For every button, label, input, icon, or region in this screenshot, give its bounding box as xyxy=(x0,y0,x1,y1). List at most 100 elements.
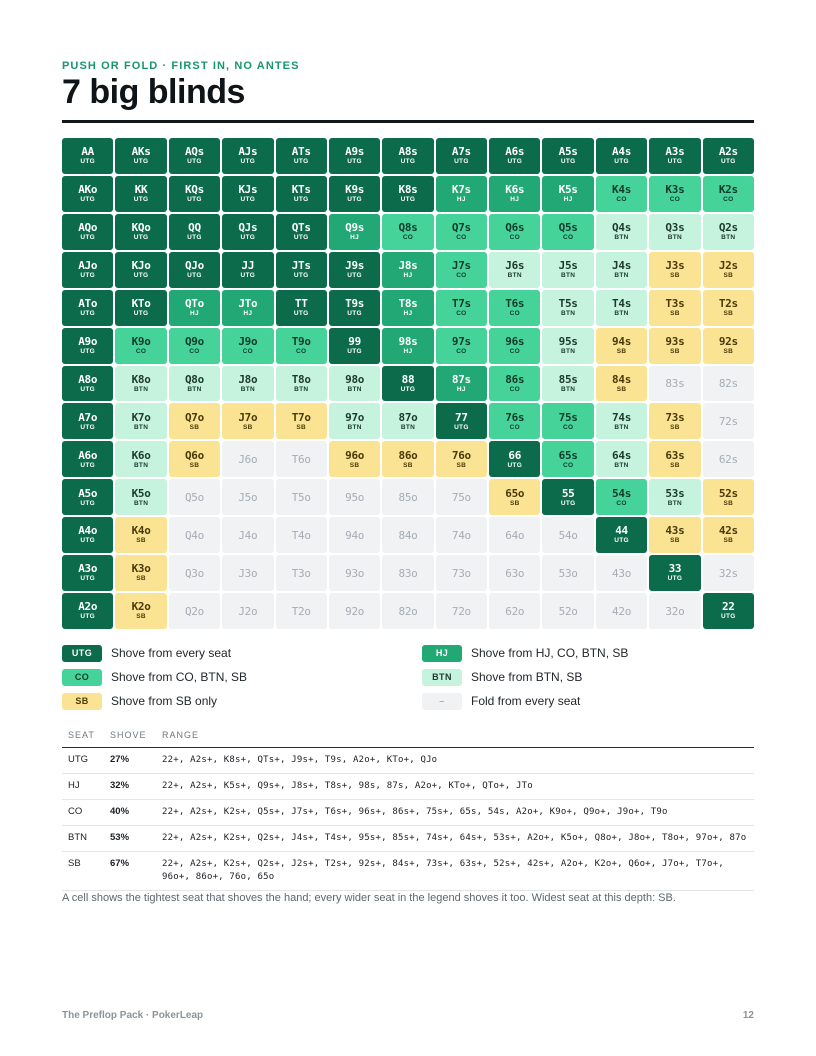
hand-label: 52s xyxy=(718,486,738,500)
hand-label: K9s xyxy=(345,183,365,197)
hand-cell: T9s UTG xyxy=(328,289,381,326)
seat-label: CO xyxy=(456,271,467,279)
hand-label: AKs xyxy=(131,145,151,159)
hand-cell: K8o BTN xyxy=(115,365,167,402)
hand-cell: A3o UTG xyxy=(62,555,114,592)
seat-label: UTG xyxy=(560,158,576,166)
hand-cell: QJo UTG xyxy=(168,251,221,288)
hand-label: 98o xyxy=(345,372,365,386)
legend-label-utg: Shove from every seat xyxy=(111,646,232,660)
hand-cell: J4s BTN xyxy=(595,251,648,288)
hand-label: A7s xyxy=(451,145,471,159)
hand-label: 65o xyxy=(505,486,525,500)
hand-label: A6s xyxy=(505,145,525,159)
hand-cell: KTo UTG xyxy=(115,289,167,326)
hand-cell: J3o xyxy=(222,555,274,592)
hand-label: 44 xyxy=(615,524,628,538)
row-seat: UTG xyxy=(62,747,104,775)
hand-cell: 98s HJ xyxy=(382,327,434,364)
hand-label: K6o xyxy=(131,448,151,462)
hand-label: 94o xyxy=(345,528,365,542)
hand-cell: AKo UTG xyxy=(62,175,114,212)
hand-label: 64s xyxy=(612,448,632,462)
hand-label: 72s xyxy=(718,414,738,428)
hand-cell: J6o xyxy=(222,441,274,478)
row-range: 22+, A2s+, K2s+, Q5s+, J7s+, T6s+, 96s+,… xyxy=(156,799,754,827)
hand-label: Q5o xyxy=(184,490,204,504)
seat-label: SB xyxy=(136,613,146,621)
hand-cell: 54s CO xyxy=(595,479,648,516)
footnote: A cell shows the tightest seat that shov… xyxy=(62,892,676,904)
hand-label: KJs xyxy=(238,183,258,197)
table-row: UTG 27% 22+, A2s+, K8s+, QTs+, J9s+, T9s… xyxy=(62,747,754,775)
hand-cell: T9o CO xyxy=(275,327,327,364)
hand-label: 99 xyxy=(348,334,361,348)
hand-cell: 63o xyxy=(489,555,541,592)
seat-label: UTG xyxy=(187,271,202,279)
hand-label: 83o xyxy=(398,566,418,580)
hand-cell: T3o xyxy=(275,555,327,592)
hand-cell: 53o xyxy=(542,555,594,592)
hand-cell: AQs UTG xyxy=(168,138,221,174)
seat-label: BTN xyxy=(133,461,149,469)
hand-cell: Q2s BTN xyxy=(702,213,754,250)
hand-label: 54o xyxy=(558,528,578,542)
hand-label: K2o xyxy=(131,600,151,614)
hand-cell: 64s BTN xyxy=(595,441,648,478)
row-seat: CO xyxy=(62,799,104,827)
hand-label: A8s xyxy=(398,145,418,159)
legend-swatch-btn: BTN xyxy=(422,668,462,686)
hand-label: K9o xyxy=(131,334,151,348)
hand-cell: T4o xyxy=(275,517,327,554)
hand-label: K7o xyxy=(131,410,151,424)
hand-label: J2s xyxy=(718,258,738,272)
hand-label: AJs xyxy=(238,145,258,159)
hand-cell: K6s HJ xyxy=(489,175,541,212)
hand-label: T7s xyxy=(451,296,471,310)
hand-cell: K4o SB xyxy=(115,517,167,554)
seat-label: CO xyxy=(509,423,520,431)
hand-cell: J8o BTN xyxy=(222,365,274,402)
seat-label: UTG xyxy=(400,158,416,166)
page-title: 7 big blinds xyxy=(62,73,245,111)
hand-cell: T3s SB xyxy=(649,289,701,326)
hand-label: T5s xyxy=(558,296,578,310)
row-range: 22+, A2s+, K2s+, Q2s+, J2s+, T2s+, 92s+,… xyxy=(156,851,754,892)
seat-label: CO xyxy=(509,347,520,355)
hand-label: K5o xyxy=(131,486,151,500)
hand-cell: T6o xyxy=(275,441,327,478)
seat-label: UTG xyxy=(80,309,95,317)
hand-cell: KJs UTG xyxy=(222,175,274,212)
hand-label: ATs xyxy=(291,145,311,159)
hand-label: KQs xyxy=(184,183,204,197)
hand-cell: A2s UTG xyxy=(702,138,754,174)
hand-cell: A7o UTG xyxy=(62,403,114,440)
seat-label: CO xyxy=(616,196,627,204)
seat-label: SB xyxy=(136,537,146,545)
hand-cell: K3s CO xyxy=(649,175,701,212)
hand-cell: A3s UTG xyxy=(649,138,701,174)
hand-cell: 93s SB xyxy=(649,327,701,364)
hand-label: Q2o xyxy=(184,604,204,618)
hand-cell: T5s BTN xyxy=(542,289,594,326)
hand-label: T2s xyxy=(718,296,738,310)
legend-swatch-hj: HJ xyxy=(422,644,462,662)
hand-cell: K4s CO xyxy=(595,175,648,212)
seat-label: CO xyxy=(562,423,574,431)
hand-label: J4o xyxy=(238,528,258,542)
seat-label: CO xyxy=(509,309,520,317)
seat-label: UTG xyxy=(720,158,736,166)
seat-label: BTN xyxy=(561,347,576,355)
hand-cell: A6s UTG xyxy=(489,138,541,174)
hand-label: 22 xyxy=(721,600,735,614)
hand-cell: 96o SB xyxy=(328,441,381,478)
hand-cell: 32s xyxy=(702,555,754,592)
hand-label: 75o xyxy=(451,490,471,504)
hand-cell: 74o xyxy=(435,517,488,554)
hand-label: K8s xyxy=(398,183,418,197)
hand-cell: KTs UTG xyxy=(275,175,327,212)
hand-cell: 83s xyxy=(649,365,701,402)
seat-label: HJ xyxy=(403,347,413,355)
seat-label: CO xyxy=(669,196,681,204)
seat-label: UTG xyxy=(614,158,629,166)
